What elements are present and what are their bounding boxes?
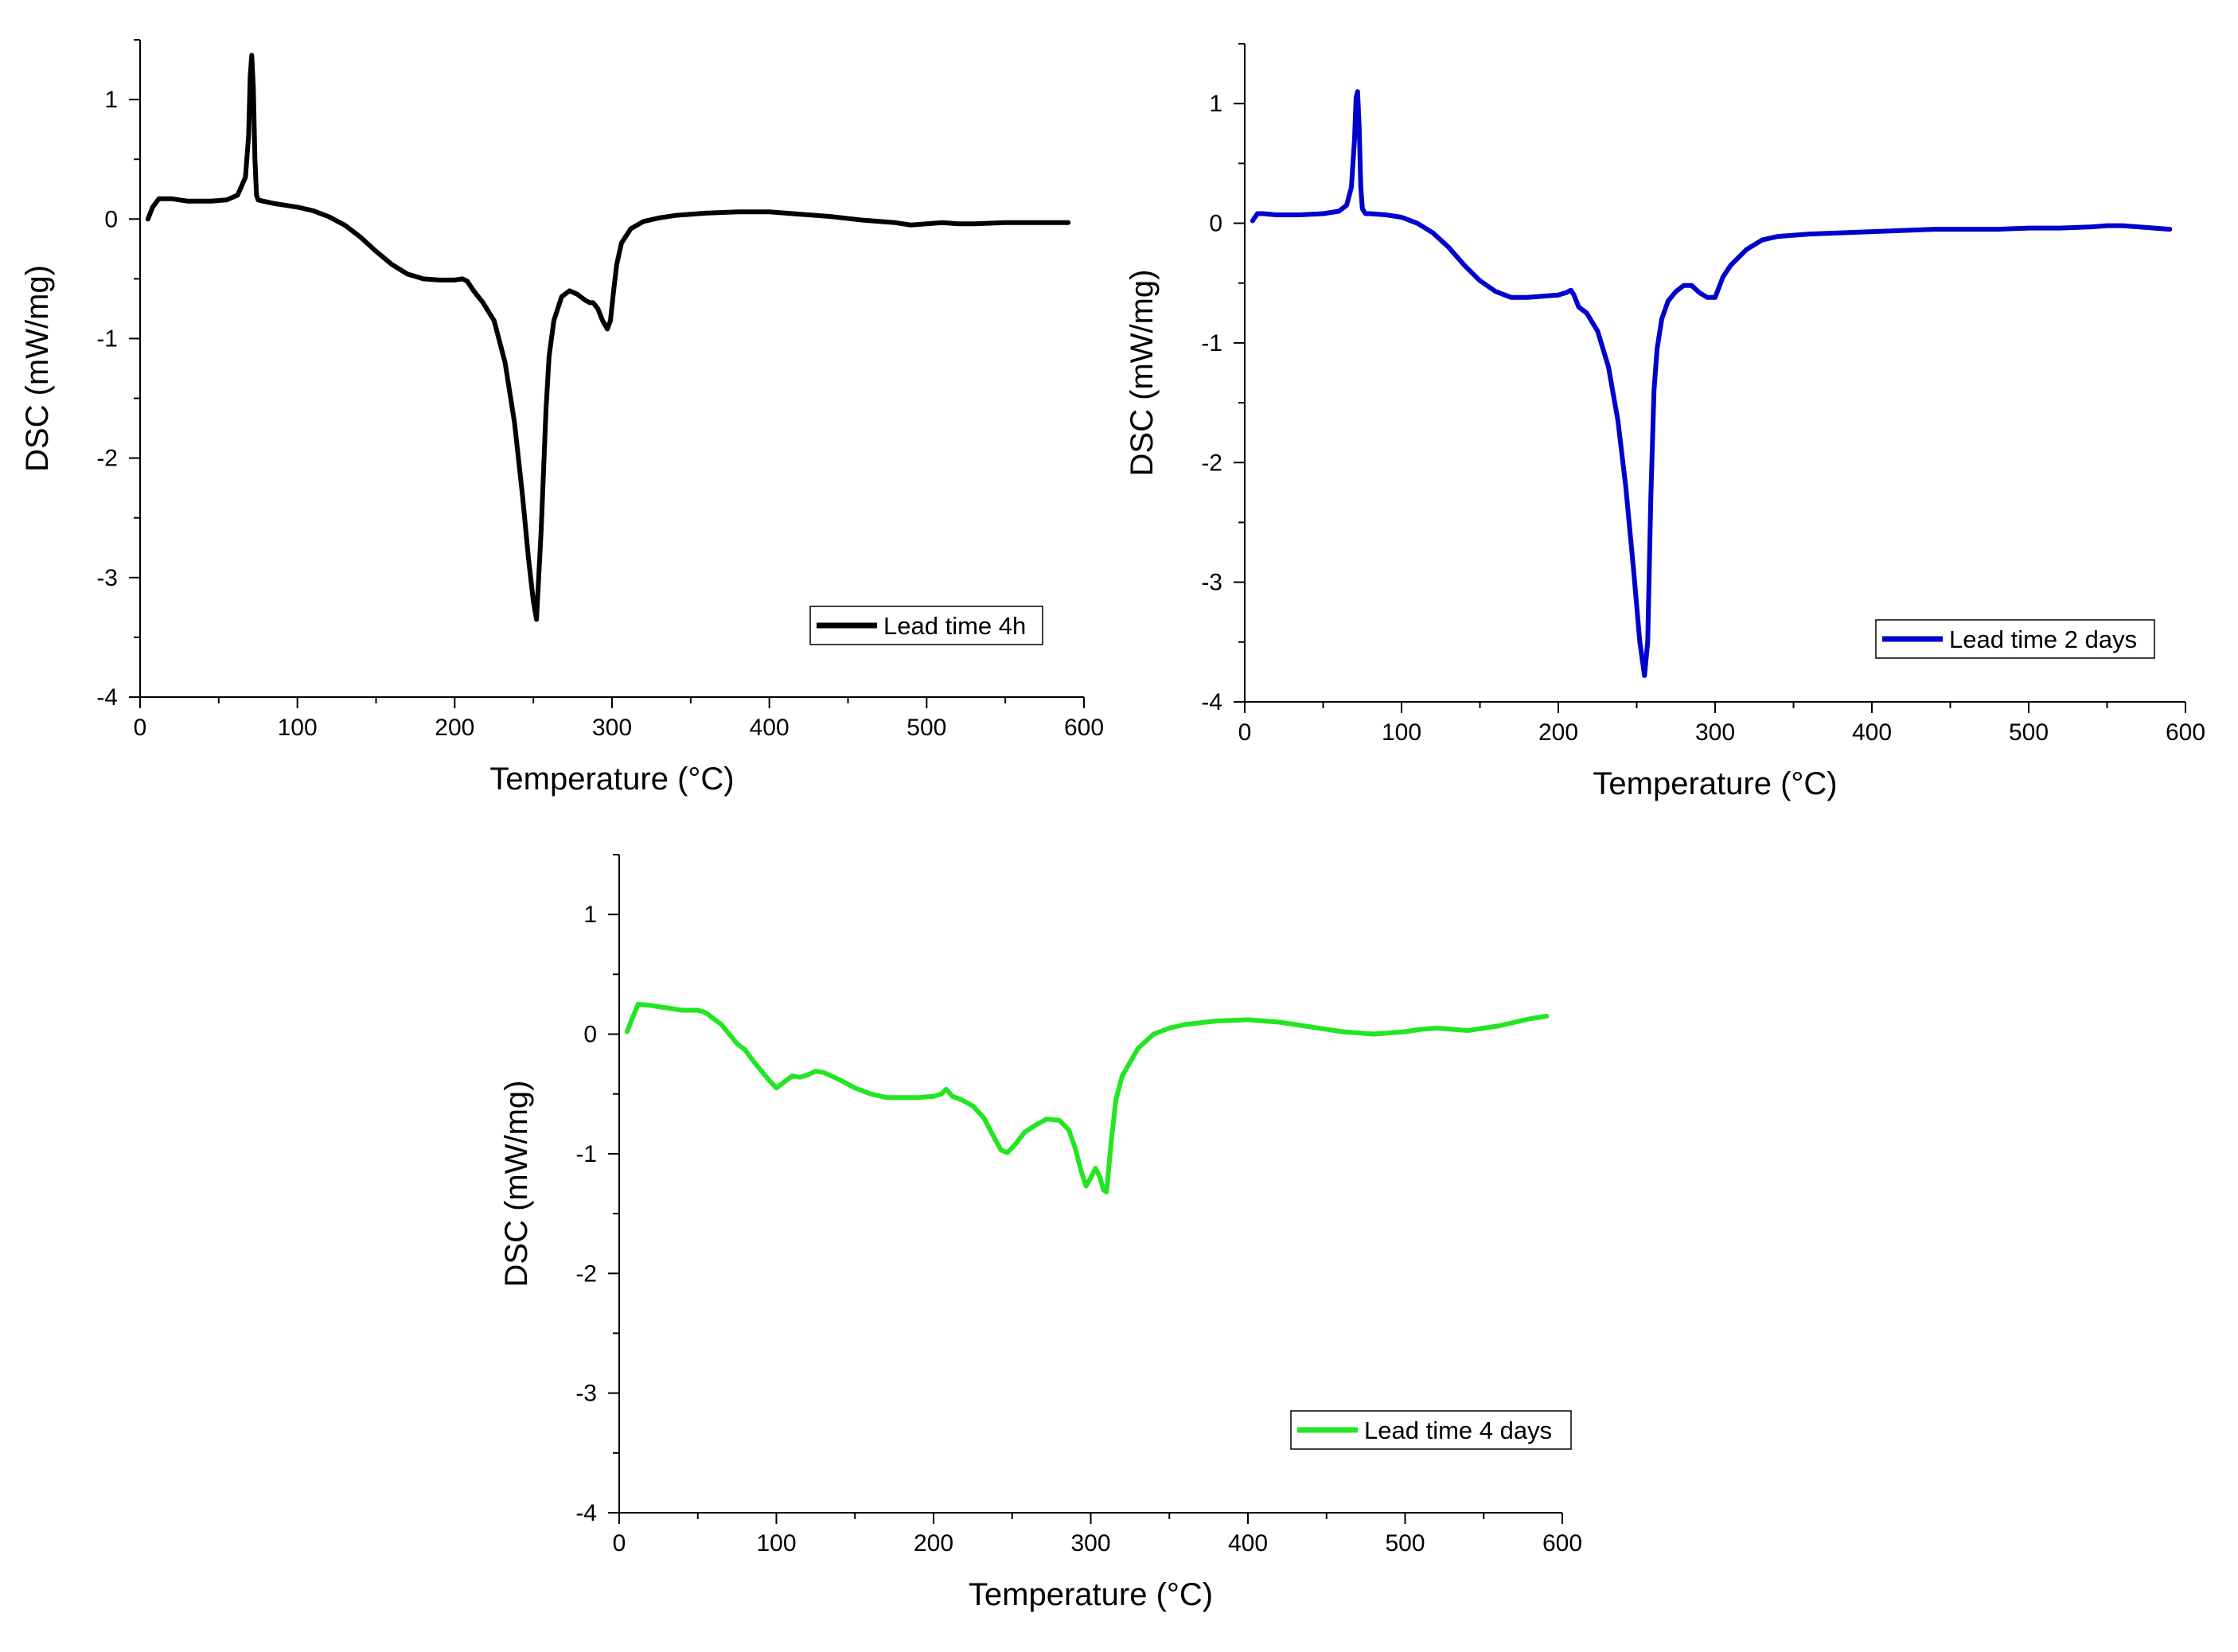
x-tick-label: 300 — [592, 715, 632, 741]
x-axis-label: Temperature (°C) — [969, 1577, 1213, 1612]
x-tick-label: 0 — [134, 715, 147, 741]
legend: Lead time 2 days — [1875, 619, 2155, 659]
x-tick-label: 600 — [1542, 1530, 1582, 1557]
y-tick-label: -4 — [1201, 689, 1222, 715]
legend: Lead time 4 days — [1290, 1410, 1572, 1450]
x-tick-label: 400 — [1852, 719, 1892, 746]
x-tick-label: 600 — [2166, 719, 2205, 746]
y-tick-label: -3 — [1201, 570, 1222, 596]
legend-label: Lead time 4 days — [1364, 1416, 1552, 1444]
chart-lead-time-4-days: 0 100 200 300 400 500 600 -4 -3 -2 -1 0 1 Temperature… — [499, 854, 1582, 1612]
y-tick-label: 1 — [583, 902, 597, 928]
x-tick-label: 100 — [756, 1530, 796, 1557]
x-axis-label: Temperature (°C) — [1593, 766, 1837, 801]
y-tick-label: 0 — [104, 206, 118, 232]
legend-label: Lead time 4h — [883, 612, 1026, 640]
y-tick-label: 1 — [104, 87, 118, 113]
y-axis-label: DSC (mW/mg) — [1125, 270, 1160, 477]
x-tick-label: 600 — [1064, 715, 1104, 741]
y-tick-label: 0 — [1209, 211, 1222, 237]
chart-lead-time-4h: 0 100 200 300 400 500 600 -4 -3 -2 -1 0 1 Temperature… — [20, 39, 1104, 797]
series-line — [1250, 89, 2173, 678]
x-tick-label: 200 — [914, 1530, 953, 1557]
y-tick-label: -1 — [1201, 330, 1222, 357]
y-tick-label: 1 — [1209, 91, 1222, 117]
y-tick-label: 0 — [583, 1022, 597, 1048]
x-tick-label: 100 — [278, 715, 318, 741]
chart-lead-time-2-days: 0 100 200 300 400 500 600 -4 -3 -2 -1 0 1 Temperature… — [1125, 43, 2205, 801]
x-tick-label: 500 — [1385, 1530, 1425, 1557]
y-tick-label: -2 — [96, 446, 118, 472]
x-tick-label: 400 — [1228, 1530, 1268, 1557]
x-tick-label: 300 — [1695, 719, 1735, 746]
y-tick-label: -2 — [575, 1260, 597, 1287]
y-tick-label: -4 — [575, 1500, 597, 1526]
y-tick-label: -2 — [1201, 450, 1222, 476]
y-tick-label: -3 — [575, 1381, 597, 1407]
x-tick-label: 300 — [1070, 1530, 1110, 1557]
y-axis-label: DSC (mW/mg) — [20, 265, 55, 472]
x-tick-label: 400 — [750, 715, 790, 741]
series-line — [624, 1002, 1550, 1194]
y-tick-label: -4 — [96, 684, 118, 711]
x-tick-label: 500 — [907, 715, 946, 741]
legend: Lead time 4h — [809, 606, 1043, 645]
x-axis-label: Temperature (°C) — [489, 762, 734, 797]
x-tick-label: 200 — [435, 715, 474, 741]
x-tick-label: 200 — [1538, 719, 1578, 746]
x-tick-label: 0 — [1238, 719, 1252, 746]
series-line — [145, 53, 1071, 622]
y-tick-label: -1 — [96, 325, 118, 352]
y-tick-label: -1 — [575, 1141, 597, 1167]
legend-label: Lead time 2 days — [1949, 625, 2137, 653]
x-tick-label: 500 — [2009, 719, 2049, 746]
y-axis-label: DSC (mW/mg) — [499, 1081, 534, 1288]
x-tick-label: 0 — [613, 1530, 626, 1557]
y-tick-label: -3 — [96, 565, 118, 591]
x-tick-label: 100 — [1382, 719, 1421, 746]
